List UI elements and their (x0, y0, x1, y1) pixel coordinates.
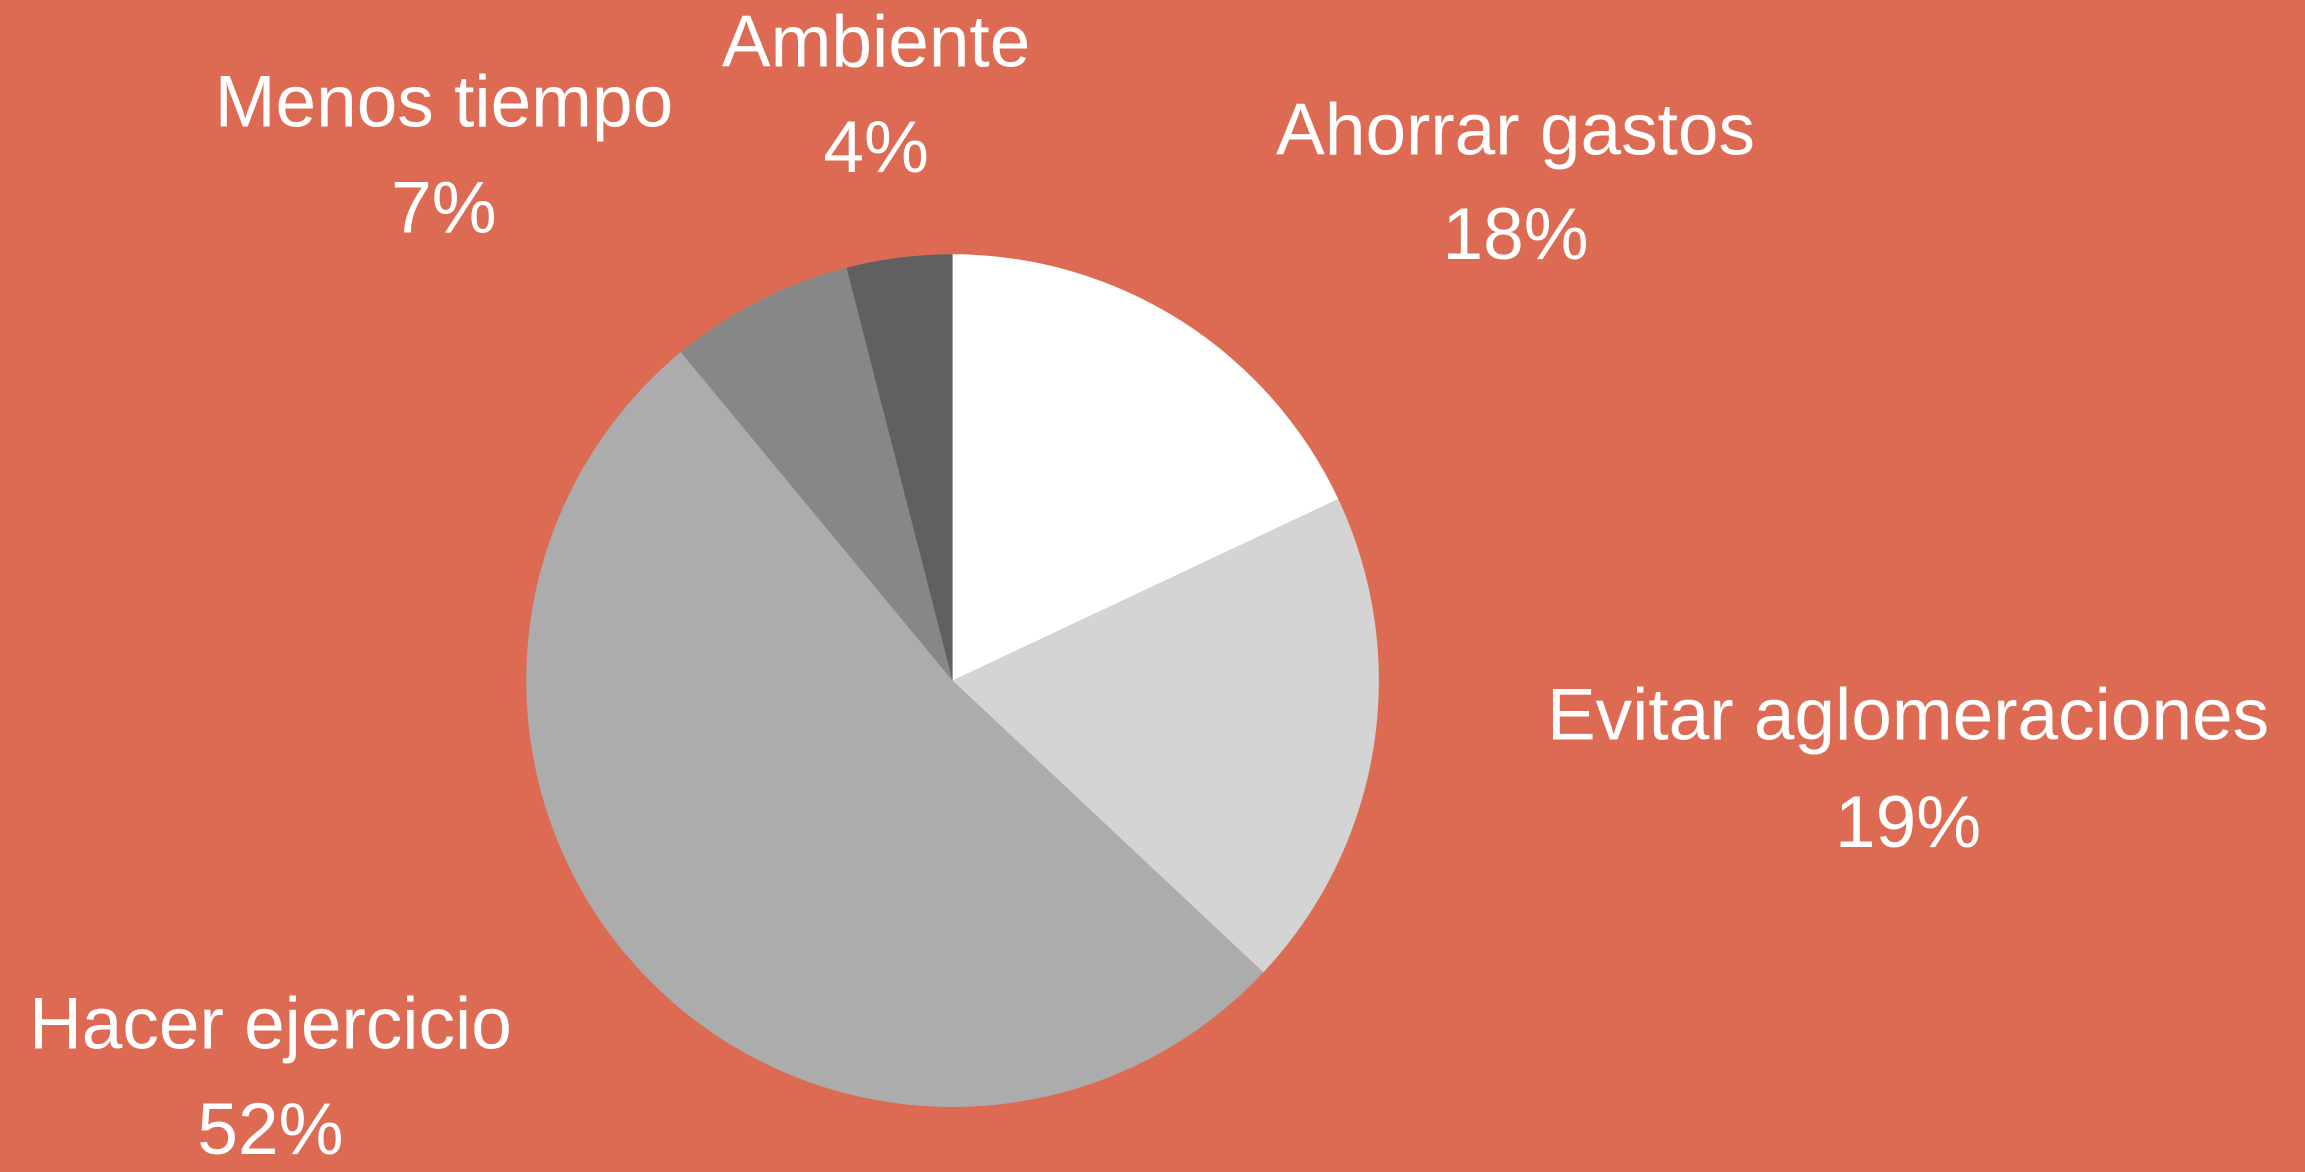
slice-label: Evitar aglomeraciones (1547, 675, 2269, 756)
slice-value-label: 7% (391, 167, 497, 248)
slice-label: Hacer ejercicio (29, 983, 512, 1064)
slice-label: Ahorrar gastos (1276, 90, 1755, 171)
slice-value-label: 19% (1835, 782, 1981, 863)
pie-slice (846, 254, 953, 681)
pie-slice (526, 352, 1264, 1107)
slice-value-label: 4% (823, 107, 929, 188)
slice-value-label: 52% (197, 1089, 343, 1170)
slice-value-label: 18% (1443, 194, 1589, 275)
pie-slice (952, 499, 1379, 973)
slice-label: Menos tiempo (215, 62, 674, 143)
pie-slice (952, 254, 1339, 681)
slice-label: Ambiente (722, 1, 1030, 82)
pie-slice (680, 267, 953, 681)
